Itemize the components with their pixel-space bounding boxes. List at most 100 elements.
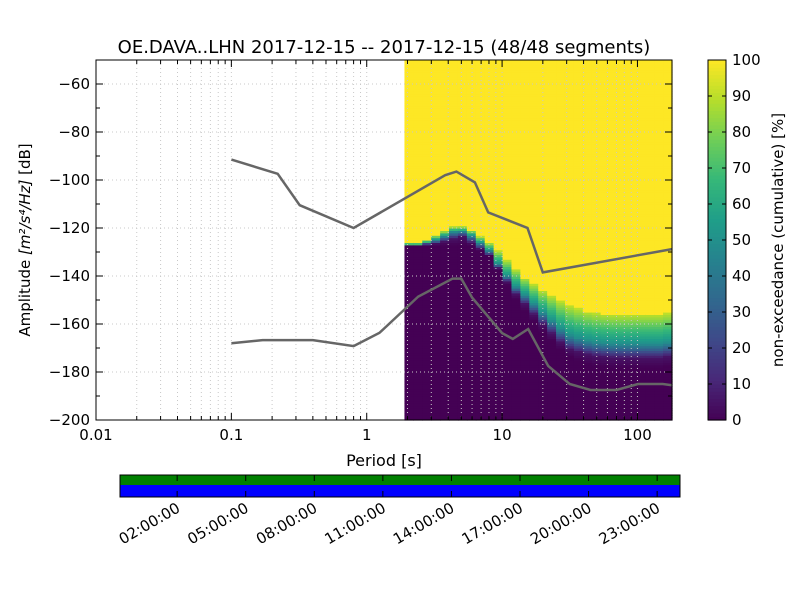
heatmap-cell	[404, 367, 414, 371]
heatmap-cell	[502, 129, 513, 133]
heatmap-cell	[493, 100, 504, 104]
heatmap-cell	[573, 100, 584, 104]
heatmap-cell	[547, 312, 557, 315]
heatmap-cell	[663, 218, 673, 222]
heatmap-cell	[591, 132, 602, 135]
heatmap-cell	[573, 393, 584, 397]
heatmap-cell	[413, 360, 423, 363]
heatmap-cell	[484, 134, 495, 138]
heatmap-cell	[600, 67, 611, 71]
heatmap-cell	[573, 388, 584, 392]
heatmap-cell	[440, 76, 450, 80]
heatmap-cell	[573, 79, 584, 83]
heatmap-cell	[636, 408, 646, 411]
heatmap-cell	[404, 357, 414, 361]
heatmap-cell	[663, 256, 673, 260]
heatmap-cell	[618, 148, 629, 152]
heatmap-cell	[636, 134, 646, 138]
heatmap-cell	[591, 304, 602, 308]
heatmap-cell	[636, 350, 646, 354]
heatmap-cell	[663, 252, 673, 255]
heatmap-cell	[493, 379, 504, 383]
heatmap-cell	[457, 326, 468, 330]
heatmap-cell	[556, 249, 566, 253]
heatmap-cell	[493, 201, 504, 205]
heatmap-cell	[502, 352, 513, 356]
heatmap-cell	[538, 136, 548, 140]
heatmap-cell	[547, 216, 557, 219]
heatmap-cell	[493, 134, 504, 138]
heatmap-cell	[511, 96, 521, 99]
heatmap-cell	[636, 312, 646, 315]
heatmap-cell	[663, 180, 673, 183]
heatmap-cell	[520, 60, 530, 63]
heatmap-cell	[449, 84, 459, 87]
heatmap-cell	[422, 220, 432, 224]
heatmap-cell	[556, 247, 566, 251]
heatmap-cell	[502, 326, 513, 330]
heatmap-cell	[431, 153, 441, 157]
heatmap-cell	[422, 180, 432, 183]
heatmap-cell	[627, 271, 637, 275]
heatmap-cell	[475, 254, 486, 258]
heatmap-cell	[645, 410, 655, 414]
heatmap-cell	[484, 331, 495, 335]
heatmap-cell	[627, 98, 637, 102]
heatmap-cell	[538, 326, 548, 330]
heatmap-cell	[466, 230, 477, 234]
heatmap-cell	[627, 175, 637, 179]
heatmap-cell	[600, 304, 611, 308]
heatmap-cell	[511, 206, 521, 210]
heatmap-cell	[573, 374, 584, 378]
heatmap-cell	[431, 146, 441, 150]
heatmap-cell	[556, 88, 566, 92]
heatmap-cell	[564, 153, 575, 157]
heatmap-cell	[529, 196, 539, 200]
heatmap-cell	[484, 156, 495, 159]
heatmap-cell	[475, 189, 486, 193]
heatmap-cell	[573, 372, 584, 375]
heatmap-cell	[627, 326, 637, 330]
heatmap-cell	[520, 117, 530, 121]
heatmap-cell	[600, 110, 611, 114]
heatmap-cell	[573, 72, 584, 75]
heatmap-cell	[538, 180, 548, 183]
heatmap-cell	[404, 252, 414, 255]
heatmap-cell	[493, 249, 504, 253]
heatmap-cell	[636, 187, 646, 191]
heatmap-cell	[466, 105, 477, 109]
heatmap-cell	[493, 180, 504, 183]
heatmap-cell	[502, 115, 513, 119]
heatmap-cell	[457, 244, 468, 248]
heatmap-cell	[564, 208, 575, 212]
heatmap-cell	[564, 408, 575, 411]
heatmap-cell	[440, 148, 450, 152]
heatmap-cell	[502, 141, 513, 145]
heatmap-cell	[493, 153, 504, 157]
heatmap-cell	[645, 122, 655, 126]
heatmap-cell	[520, 400, 530, 404]
heatmap-cell	[627, 189, 637, 193]
heatmap-cell	[511, 360, 521, 363]
heatmap-cell	[475, 228, 486, 231]
heatmap-cell	[564, 290, 575, 294]
heatmap-cell	[440, 112, 450, 116]
heatmap-cell	[663, 69, 673, 73]
heatmap-cell	[493, 384, 504, 387]
heatmap-cell	[582, 182, 593, 186]
heatmap-cell	[511, 388, 521, 392]
heatmap-cell	[663, 396, 673, 399]
heatmap-cell	[493, 175, 504, 179]
heatmap-cell	[457, 76, 468, 80]
timeline-frame	[119, 474, 681, 498]
heatmap-cell	[645, 254, 655, 258]
heatmap-cell	[663, 285, 673, 289]
heatmap-cell	[502, 72, 513, 75]
heatmap-cell	[413, 136, 423, 140]
heatmap-cell	[591, 285, 602, 289]
heatmap-cell	[404, 345, 414, 349]
heatmap-cell	[663, 177, 673, 181]
heatmap-cell	[618, 124, 629, 128]
heatmap-cell	[529, 127, 539, 131]
heatmap-cell	[618, 304, 629, 308]
